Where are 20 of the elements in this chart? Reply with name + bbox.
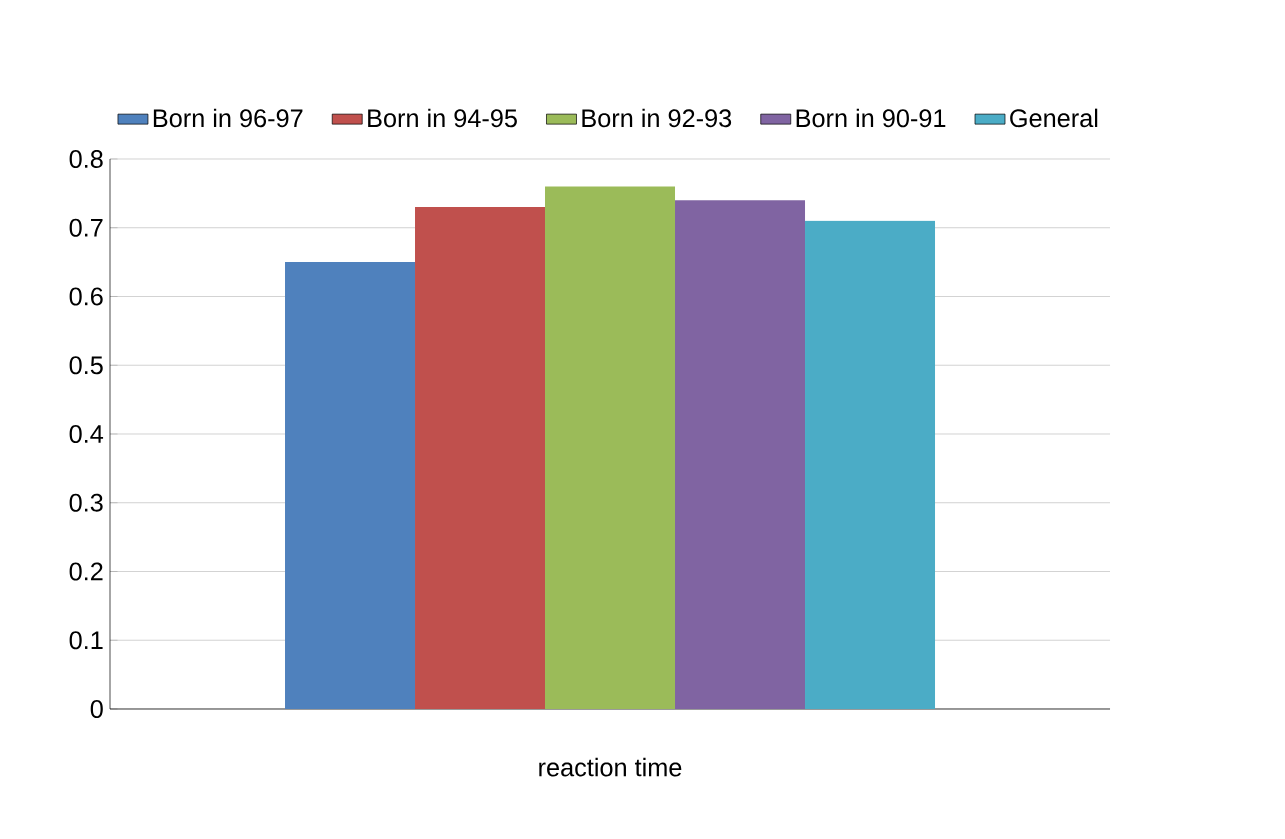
legend-label: Born in 96-97 [153,108,303,128]
y-tick-label: 0.5 [69,356,103,375]
legend-label: Born in 90-91 [796,108,946,128]
y-tick-label: 0.4 [69,425,104,443]
y-tick-label: 0.7 [69,218,103,237]
bar [545,186,676,709]
legend-label: Born in 92-93 [582,108,732,128]
x-tick-label: reaction time [539,757,682,777]
bar [415,207,546,709]
bar [285,262,416,709]
y-tick-label: 0 [90,700,103,718]
y-tick-label: 0.1 [69,631,103,650]
legend-label: Born in 94-95 [368,108,517,128]
y-tick-label: 0.3 [69,493,103,512]
y-tick-label: 0.6 [69,287,103,306]
y-tick-label: 0.8 [69,150,103,168]
bar [805,220,936,709]
y-tick-label: 0.2 [69,562,103,581]
bar [675,200,806,709]
legend-label: General [1010,108,1098,128]
